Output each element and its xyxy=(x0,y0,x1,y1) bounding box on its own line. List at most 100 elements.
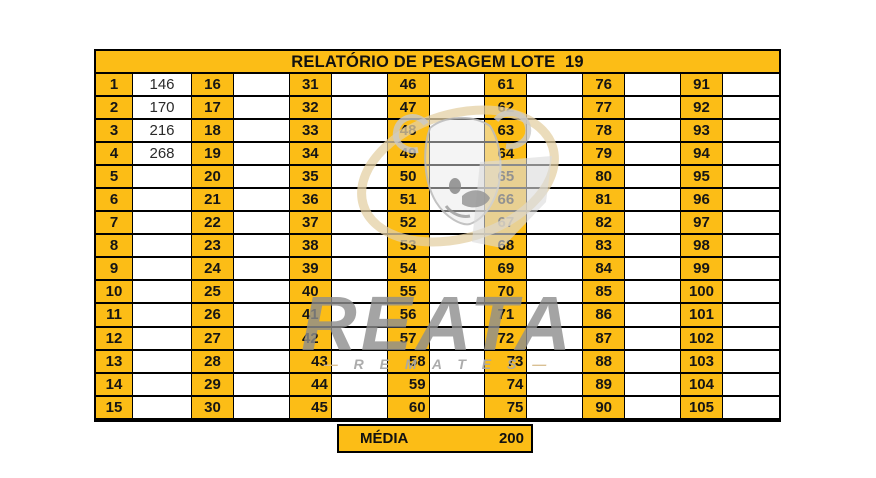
weight-value-cell xyxy=(527,143,584,167)
lot-number-cell: 29 xyxy=(192,373,234,397)
weight-value-cell xyxy=(625,143,681,167)
lot-number-cell: 21 xyxy=(192,189,234,213)
weight-value-cell xyxy=(234,258,290,282)
lot-number-cell: 63 xyxy=(485,120,528,144)
lot-number-cell: 88 xyxy=(583,350,626,374)
lot-number-cell: 61 xyxy=(485,74,528,98)
lot-number-cell: 46 xyxy=(387,74,430,98)
lot-number-cell: 65 xyxy=(485,166,528,190)
lot-number-cell: 82 xyxy=(583,212,626,236)
weight-value-cell xyxy=(625,97,681,121)
lot-number-cell: 14 xyxy=(96,373,133,397)
weight-value-cell xyxy=(429,97,486,121)
weight-value-cell xyxy=(429,281,486,305)
weight-value-cell xyxy=(331,327,388,351)
lot-number-cell: 2 xyxy=(96,97,133,121)
weight-value-cell xyxy=(722,143,779,167)
lot-number-cell: 60 xyxy=(387,396,430,420)
weight-value-cell xyxy=(429,189,486,213)
weight-value-cell xyxy=(234,212,290,236)
weight-value-cell xyxy=(527,189,584,213)
weight-value-cell xyxy=(234,281,290,305)
weight-value-cell: 216 xyxy=(133,120,192,144)
table-title: RELATÓRIO DE PESAGEM LOTE 19 xyxy=(96,51,779,74)
lot-number-cell: 93 xyxy=(680,120,723,144)
weight-value-cell xyxy=(133,235,192,259)
lot-number-cell: 83 xyxy=(583,235,626,259)
lot-number-cell: 54 xyxy=(387,258,430,282)
weight-value-cell xyxy=(527,327,584,351)
weight-value-cell xyxy=(625,396,681,420)
weight-value-cell xyxy=(331,120,388,144)
lot-number-cell: 81 xyxy=(583,189,626,213)
weight-value-cell: 170 xyxy=(133,97,192,121)
lot-number-cell: 45 xyxy=(289,396,332,420)
lot-number-cell: 86 xyxy=(583,304,626,328)
weight-value-cell xyxy=(133,396,192,420)
weight-value-cell xyxy=(722,120,779,144)
weight-value-cell xyxy=(527,97,584,121)
weight-value-cell xyxy=(429,327,486,351)
weight-value-cell xyxy=(429,396,486,420)
weight-value-cell xyxy=(625,212,681,236)
lot-number-cell: 23 xyxy=(192,235,234,259)
weight-value-cell xyxy=(625,120,681,144)
weight-value-cell xyxy=(429,120,486,144)
weight-value-cell xyxy=(527,304,584,328)
lot-number-cell: 16 xyxy=(192,74,234,98)
weight-value-cell xyxy=(429,143,486,167)
lot-number-cell: 55 xyxy=(387,281,430,305)
weight-value-cell xyxy=(429,258,486,282)
lot-number-cell: 5 xyxy=(96,166,133,190)
weight-value-cell xyxy=(331,281,388,305)
weight-value-cell xyxy=(331,143,388,167)
weight-value-cell xyxy=(234,396,290,420)
weight-value-cell xyxy=(234,74,290,98)
weight-value-cell xyxy=(429,166,486,190)
lot-number-cell: 13 xyxy=(96,350,133,374)
lot-number-cell: 40 xyxy=(289,281,332,305)
lot-number-cell: 53 xyxy=(387,235,430,259)
lot-number-cell: 20 xyxy=(192,166,234,190)
weights-grid: 1 146 16 31 46 61 76 91 2 170 17 32 47 62 77 92 3 216 18 33… xyxy=(96,74,779,420)
lot-number-cell: 97 xyxy=(680,212,723,236)
lot-number-cell: 50 xyxy=(387,166,430,190)
lot-number-cell: 84 xyxy=(583,258,626,282)
weight-value-cell xyxy=(331,373,388,397)
weight-value-cell xyxy=(625,373,681,397)
weight-value-cell xyxy=(722,327,779,351)
lot-number-cell: 104 xyxy=(680,373,723,397)
weight-value-cell xyxy=(527,166,584,190)
lot-number-cell: 105 xyxy=(680,396,723,420)
lot-number-cell: 72 xyxy=(485,327,528,351)
weight-value-cell xyxy=(331,396,388,420)
lot-number-cell: 39 xyxy=(289,258,332,282)
lot-number-cell: 103 xyxy=(680,350,723,374)
weight-value-cell xyxy=(133,212,192,236)
lot-number-cell: 43 xyxy=(289,350,332,374)
lot-number-cell: 98 xyxy=(680,235,723,259)
lot-number-cell: 31 xyxy=(289,74,332,98)
weight-value-cell xyxy=(429,74,486,98)
weight-value-cell xyxy=(234,235,290,259)
weight-value-cell xyxy=(527,396,584,420)
lot-number-cell: 91 xyxy=(680,74,723,98)
weight-value-cell xyxy=(625,350,681,374)
lot-number-cell: 30 xyxy=(192,396,234,420)
lot-number-cell: 51 xyxy=(387,189,430,213)
weight-value-cell xyxy=(722,258,779,282)
lot-number-cell: 25 xyxy=(192,281,234,305)
lot-number-cell: 42 xyxy=(289,327,332,351)
lot-number-cell: 80 xyxy=(583,166,626,190)
weight-value-cell xyxy=(234,350,290,374)
lot-number-cell: 48 xyxy=(387,120,430,144)
weight-value-cell xyxy=(625,304,681,328)
lot-number-cell: 27 xyxy=(192,327,234,351)
weight-value-cell xyxy=(429,304,486,328)
lot-number-cell: 22 xyxy=(192,212,234,236)
lot-number-cell: 77 xyxy=(583,97,626,121)
weight-value-cell xyxy=(234,166,290,190)
weight-value-cell xyxy=(429,235,486,259)
lot-number-cell: 70 xyxy=(485,281,528,305)
